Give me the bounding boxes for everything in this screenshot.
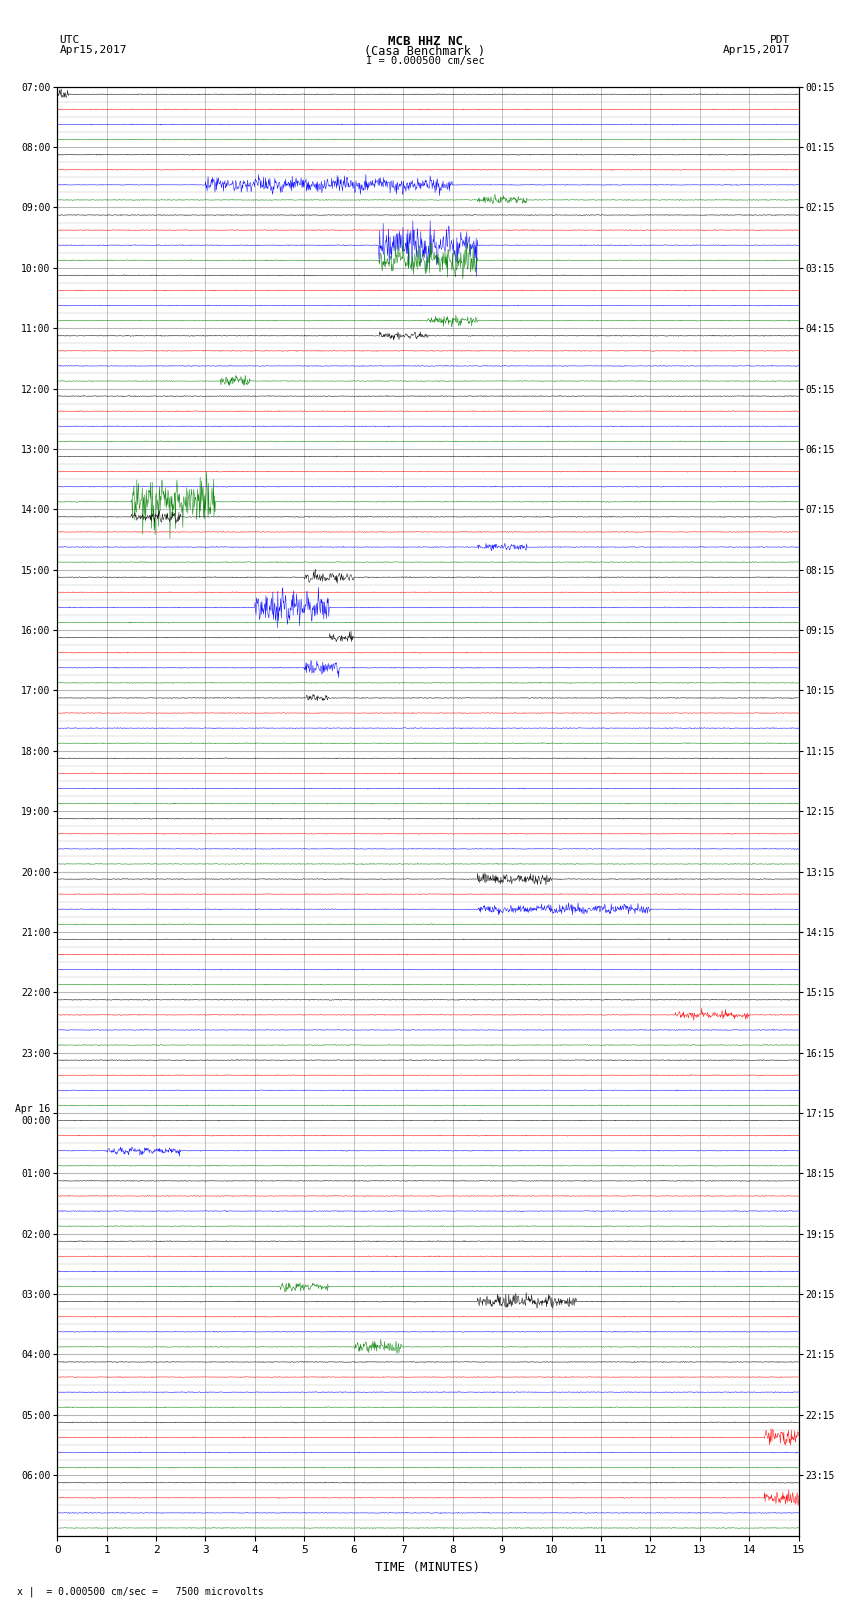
Text: PDT: PDT	[770, 35, 790, 45]
Text: (Casa Benchmark ): (Casa Benchmark )	[365, 45, 485, 58]
Text: I = 0.000500 cm/sec: I = 0.000500 cm/sec	[366, 56, 484, 66]
X-axis label: TIME (MINUTES): TIME (MINUTES)	[376, 1561, 480, 1574]
Text: Apr15,2017: Apr15,2017	[60, 45, 127, 55]
Text: Apr15,2017: Apr15,2017	[723, 45, 791, 55]
Text: x |  = 0.000500 cm/sec =   7500 microvolts: x | = 0.000500 cm/sec = 7500 microvolts	[17, 1586, 264, 1597]
Text: UTC: UTC	[60, 35, 80, 45]
Text: MCB HHZ NC: MCB HHZ NC	[388, 35, 462, 48]
